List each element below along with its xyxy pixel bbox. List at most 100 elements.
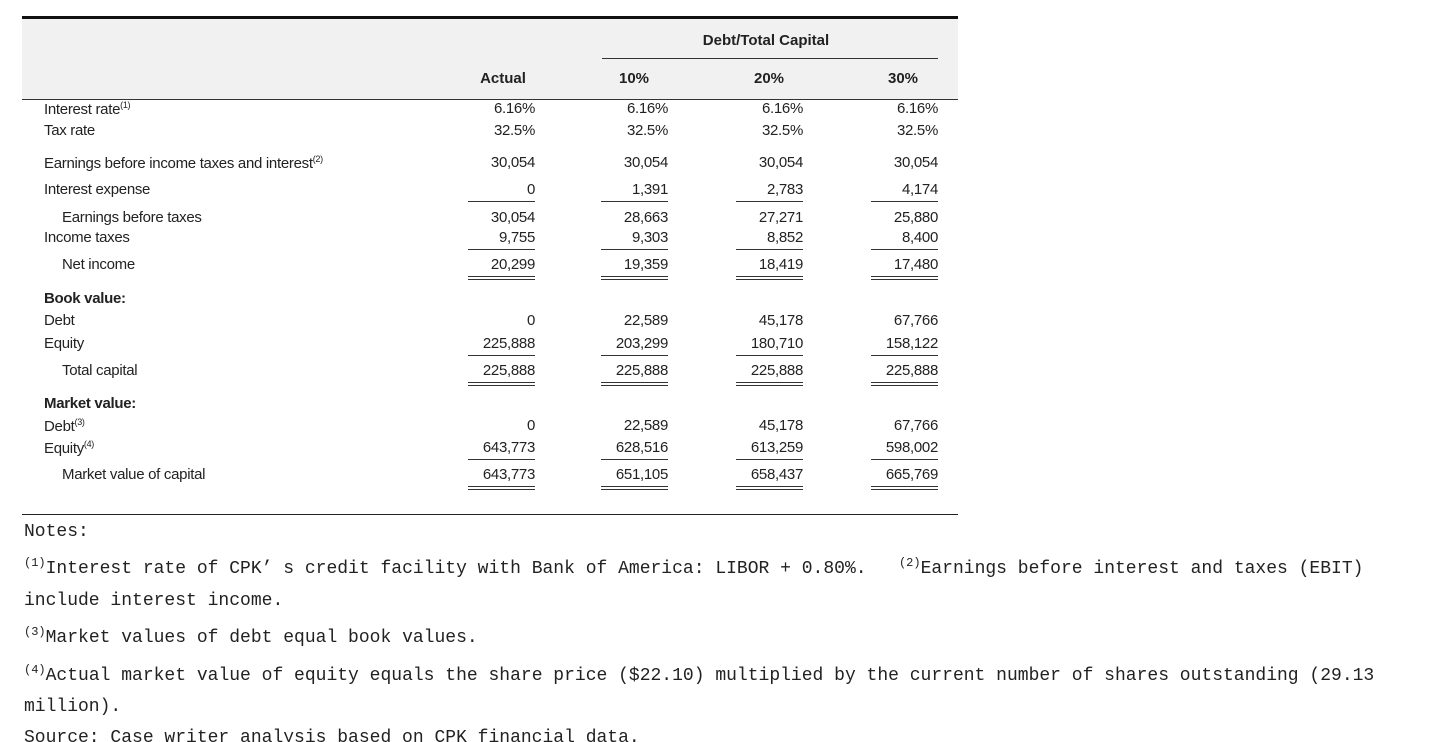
cell-value: 17,480 [893,256,938,273]
column-header: 10% [618,70,650,87]
underline [736,201,803,202]
cell-value: 32.5% [626,122,668,139]
note-paragraph: (4)Actual market value of equity equals … [24,655,1419,724]
cell-value: 19,359 [623,256,668,273]
label-text: Equity [44,440,84,457]
cell-value: 0 [526,312,535,329]
row-label: Earnings before taxes [62,209,202,226]
cell-value: 598,002 [885,439,938,456]
underline [736,249,803,250]
row-label: Earnings before income taxes and interes… [44,154,323,172]
double-underline [601,276,668,280]
cell-value: 643,773 [482,466,535,483]
footnote-marker: (1) [120,100,131,110]
cell-value: 2,783 [766,181,803,198]
cell-value: 30,054 [623,154,668,171]
cell-value: 4,174 [901,181,938,198]
cell-value: 158,122 [885,335,938,352]
cell-value: 651,105 [615,466,668,483]
cell-value: 6.16% [761,100,803,117]
column-header: 20% [753,70,785,87]
underline [736,355,803,356]
row-label: Interest expense [44,181,150,198]
row-label: Interest rate(1) [44,100,131,118]
label-text: Earnings before taxes [62,209,202,226]
cell-value: 32.5% [761,122,803,139]
group-header: Debt/Total Capital [702,32,830,49]
row-label: Market value of capital [62,466,205,483]
cell-value: 27,271 [758,209,803,226]
cell-value: 0 [526,417,535,434]
label-text: Debt [44,312,75,329]
underline [736,459,803,460]
cell-value: 22,589 [623,312,668,329]
bottom-rule [22,514,958,515]
note-text: Interest rate of CPK’ s credit facility … [45,559,867,580]
cell-value: 22,589 [623,417,668,434]
label-text: Interest expense [44,181,151,198]
underline [468,249,535,250]
label-text: Equity [44,335,84,352]
cell-value: 67,766 [893,312,938,329]
note-text: Market values of debt equal book values. [45,628,478,649]
double-underline [468,276,535,280]
row-label: Equity [44,335,84,352]
cell-value: 30,054 [490,154,535,171]
footnote-marker: (2) [312,154,323,164]
underline [468,201,535,202]
cell-value: 45,178 [758,417,803,434]
cell-value: 8,852 [766,229,803,246]
cell-value: 28,663 [623,209,668,226]
double-underline [871,382,938,386]
note-paragraph: (1)Interest rate of CPK’ s credit facili… [24,548,1419,617]
double-underline [871,276,938,280]
row-label: Debt [44,312,75,329]
cell-value: 658,437 [750,466,803,483]
cell-value: 225,888 [482,362,535,379]
section-label: Book value: [44,290,126,307]
label-text: Income taxes [44,229,130,246]
underline [871,355,938,356]
row-label: Equity(4) [44,439,94,457]
section-label: Market value: [44,395,136,412]
cell-value: 30,054 [893,154,938,171]
cell-value: 67,766 [893,417,938,434]
cell-value: 1,391 [631,181,668,198]
table: Debt/Total Capital Actual 10% 20% 30% Intere… [22,16,958,516]
underline [601,459,668,460]
label-text: Earnings before income taxes and interes… [44,155,313,172]
double-underline [736,382,803,386]
group-rule [602,58,938,59]
cell-value: 32.5% [493,122,535,139]
cell-value: 665,769 [885,466,938,483]
note-marker: (2) [898,556,921,571]
underline [871,459,938,460]
cell-value: 18,419 [758,256,803,273]
row-label: Net income [62,256,135,273]
note-text: Actual market value of equity equals the… [24,665,1375,718]
cell-value: 30,054 [758,154,803,171]
underline [601,249,668,250]
cell-value: 643,773 [482,439,535,456]
cell-value: 225,888 [482,335,535,352]
cell-value: 225,888 [750,362,803,379]
cell-value: 20,299 [490,256,535,273]
cell-value: 9,755 [498,229,535,246]
note-marker: (4) [24,662,46,677]
cell-value: 225,888 [615,362,668,379]
cell-value: 6.16% [896,100,938,117]
notes: Notes: (1)Interest rate of CPK’ s credit… [24,517,1419,742]
note-marker: (3) [24,625,46,640]
double-underline [736,486,803,490]
underline [601,201,668,202]
label-text: Debt [44,418,75,435]
underline [601,355,668,356]
note-marker: (1) [24,556,46,571]
cell-value: 613,259 [750,439,803,456]
row-label: Income taxes [44,229,130,246]
label-text: Market value: [44,395,136,412]
underline [871,201,938,202]
label-text: Book value: [44,290,126,307]
label-text: Tax rate [44,122,95,139]
